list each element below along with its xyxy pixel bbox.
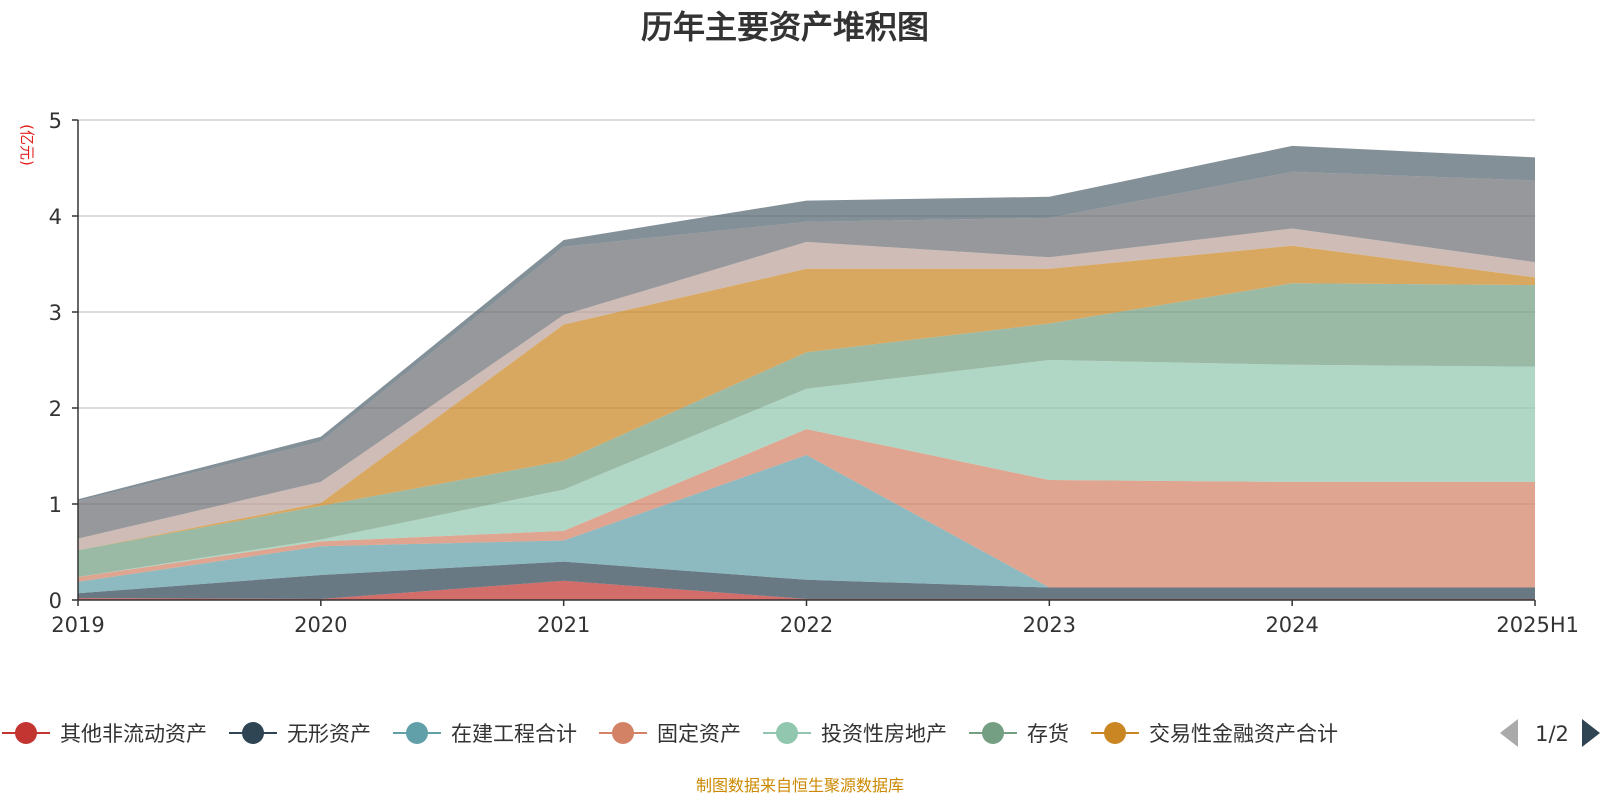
legend-marker [1104,722,1126,744]
y-tick-label: 2 [49,397,62,421]
area-series [78,228,1535,551]
legend-label: 存货 [1027,722,1069,746]
legend-label: 无形资产 [287,722,371,746]
legend-item[interactable]: 固定资产 [599,722,741,746]
x-tick-label: 2023 [1023,613,1076,637]
legend-marker [612,722,634,744]
y-tick-label: 0 [49,589,62,613]
data-source-note: 制图数据来自恒生聚源数据库 [696,776,904,795]
x-tick-label: 2019 [51,613,104,637]
area-series [78,580,1535,600]
x-tick-label: 2024 [1265,613,1318,637]
legend-label: 其他非流动资产 [60,722,207,746]
legend-label: 投资性房地产 [821,722,947,746]
legend-page-indicator: 1/2 [1535,722,1569,746]
area-series-group [78,145,1535,600]
x-tick-label: 2025H1 [1496,613,1579,637]
x-tick-label: 2022 [780,613,833,637]
x-tick-label: 2020 [294,613,347,637]
area-series [78,455,1535,594]
legend-label: 固定资产 [657,722,741,746]
x-tick-label: 2021 [537,613,590,637]
axes: 0 1 2 3 4 5 2019 2020 2021 2022 2023 2024 2025H1 [49,109,1579,637]
area-series [78,429,1535,588]
area-series [78,245,1535,551]
legend-item[interactable]: 无形资产 [229,722,371,746]
legend-label: 交易性金融资产合计 [1149,722,1338,746]
legend-label: 在建工程合计 [451,722,577,746]
area-series [78,360,1535,577]
y-tick-label: 3 [49,301,62,325]
legend-marker [776,722,798,744]
legend-marker [982,722,1004,744]
legend-item[interactable]: 投资性房地产 [763,722,947,746]
chart-title: 历年主要资产堆积图 [641,8,929,46]
y-tick-label: 1 [49,493,62,517]
y-tick-label: 5 [49,109,62,133]
legend-item[interactable]: 交易性金融资产合计 [1091,722,1338,746]
y-tick-label: 4 [49,205,62,229]
legend-prev-page-icon[interactable] [1500,719,1518,747]
y-axis-unit: (亿元) [18,124,36,166]
legend: 其他非流动资产 无形资产 在建工程合计 固定资产 投资性房地产 存货 交易性金融资产合计 1/… [2,719,1600,747]
area-series [78,171,1535,539]
legend-next-page-icon[interactable] [1582,719,1600,747]
legend-item[interactable]: 其他非流动资产 [2,722,207,746]
area-series [78,283,1535,577]
legend-marker [242,722,264,744]
area-series [78,561,1535,599]
legend-marker [15,722,37,744]
legend-item[interactable]: 在建工程合计 [393,722,577,746]
legend-marker [406,722,428,744]
area-series [78,145,1535,502]
legend-item[interactable]: 存货 [969,722,1069,746]
